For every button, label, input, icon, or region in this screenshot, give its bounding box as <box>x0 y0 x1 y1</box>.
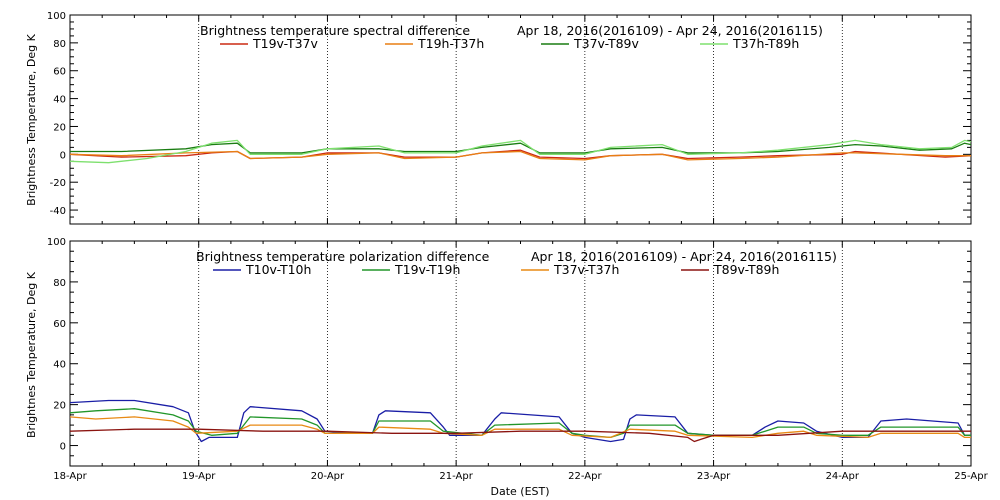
y-tick-label: 100 <box>47 11 66 22</box>
y-tick-label: -40 <box>50 206 66 217</box>
x-tick-label: 25-Apr <box>954 471 988 482</box>
legend-label-t19v-t19h: T19v-T19h <box>394 262 460 277</box>
series-line-t89v-t89h <box>69 428 971 443</box>
x-tick-label: 18-Apr <box>53 471 87 482</box>
legend-label-t37h-t89h: T37h-T89h <box>732 36 799 51</box>
panel1-title: Brightness temperature spectral differen… <box>200 23 470 38</box>
y-tick-label: 0 <box>60 442 66 453</box>
y-tick-label: -20 <box>50 178 66 189</box>
panel2-grid <box>69 241 972 466</box>
panel1-date-range: Apr 18, 2016(2016109) - Apr 24, 2016(201… <box>517 23 823 38</box>
panel2-date-range: Apr 18, 2016(2016109) - Apr 24, 2016(201… <box>531 249 837 264</box>
y-tick-label: 100 <box>47 237 66 248</box>
panel1-frame <box>69 14 972 225</box>
x-tick-label: 20-Apr <box>311 471 345 482</box>
legend-label-t89v-t89h: T89v-T89h <box>713 262 779 277</box>
panel2-legend: T10v-T10h T19v-T19h T37v-T37h T89v-T89h <box>213 262 779 277</box>
y-tick-label: 0 <box>60 150 66 161</box>
x-tick-label: 19-Apr <box>182 471 216 482</box>
panel2-title: Brightness temperature polarization diff… <box>196 249 490 264</box>
series-line-t37v-t89v <box>70 142 972 154</box>
legend-label-t19h-t37h: T19h-T37h <box>417 36 484 51</box>
panel2-series <box>69 399 971 443</box>
x-tick-label: 21-Apr <box>439 471 473 482</box>
y-tick-label: 40 <box>53 360 66 371</box>
panel1-series <box>69 139 972 164</box>
series-line-t19h-t37h <box>69 150 971 161</box>
panel2-y-axis-title: Brightnes Temperature, Deg K <box>25 271 38 438</box>
series-line-t19v-t19h <box>69 408 971 439</box>
y-tick-label: 80 <box>53 278 66 289</box>
legend-label-t37v-t89v: T37v-T89v <box>573 36 640 51</box>
panel1-y-axis: -40 -20 0 20 40 60 80 100 <box>47 11 971 225</box>
y-tick-label: 80 <box>53 39 66 50</box>
legend-label-t37v-t37h: T37v-T37h <box>553 262 619 277</box>
y-tick-label: 20 <box>53 122 66 133</box>
panel2-y-axis: 0 20 40 60 80 100 <box>47 237 971 467</box>
x-axis-title: Date (EST) <box>490 485 549 498</box>
y-tick-label: 60 <box>53 67 66 78</box>
x-tick-label: 23-Apr <box>697 471 731 482</box>
panel1-legend: T19v-T37v T19h-T37h T37v-T89v T37h-T89h <box>220 36 799 51</box>
x-tick-label: 24-Apr <box>826 471 860 482</box>
panel1-grid <box>69 15 972 224</box>
legend-label-t10v-t10h: T10v-T10h <box>245 262 311 277</box>
series-line-t37h-t89h <box>69 139 972 164</box>
x-axis: 18-Apr 19-Apr 20-Apr 21-Apr 22-Apr 23-Apr 24-A… <box>53 471 988 482</box>
series-line-t10v-t10h <box>69 399 971 443</box>
x-tick-label: 22-Apr <box>568 471 602 482</box>
panel1-y-axis-title: Brightness Temperature, Deg K <box>25 33 38 205</box>
y-tick-label: 20 <box>53 401 66 412</box>
y-tick-label: 40 <box>53 95 66 106</box>
legend-label-t19v-t37v: T19v-T37v <box>252 36 319 51</box>
y-tick-label: 60 <box>53 319 66 330</box>
